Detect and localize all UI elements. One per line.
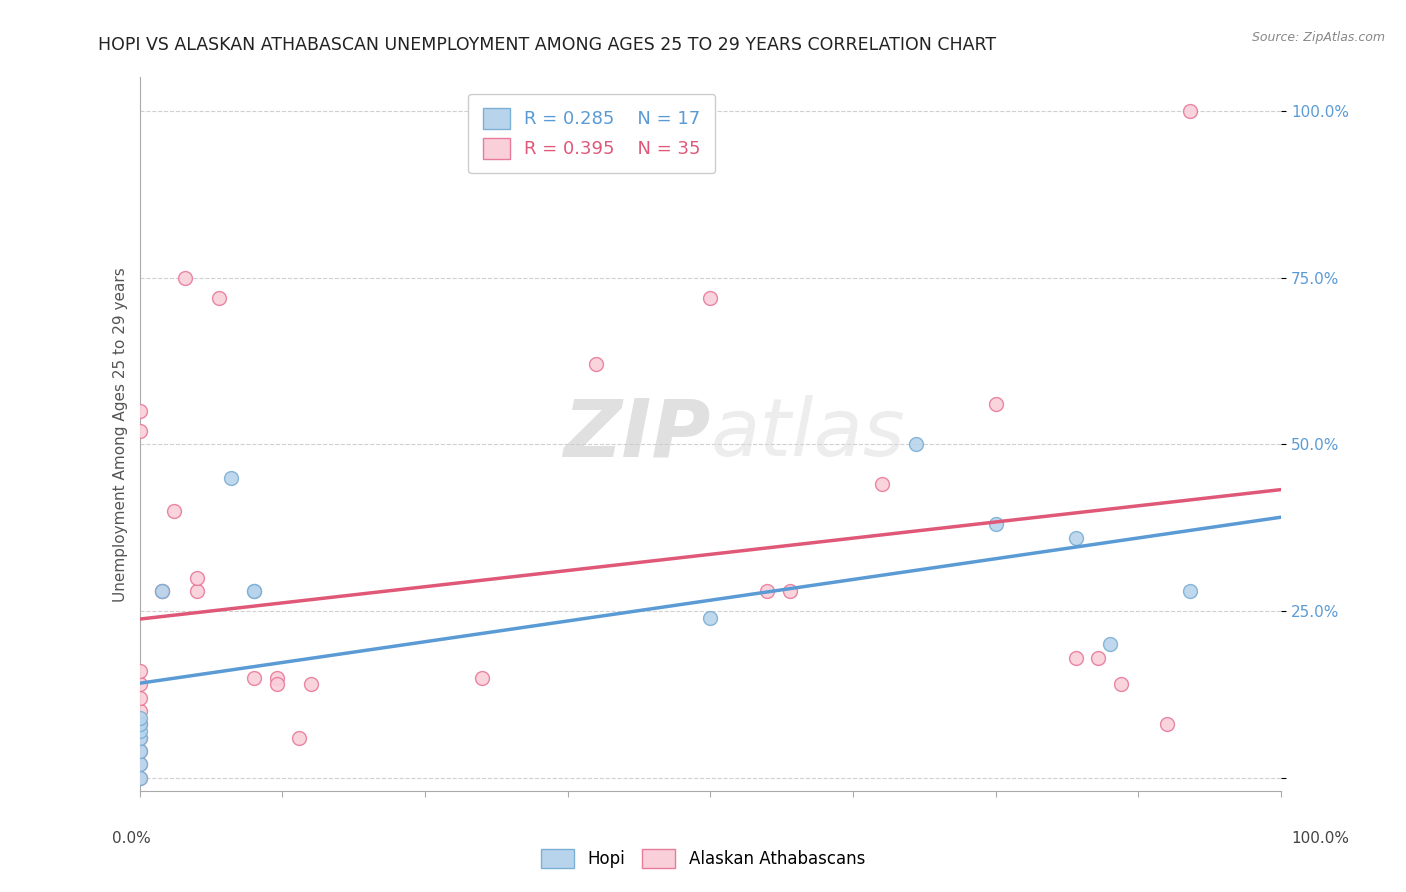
Point [186,584,208,599]
Point [1098,637,1121,651]
Point [1178,103,1201,118]
Point [128,744,150,758]
Point [128,711,150,725]
Point [242,671,264,685]
Point [128,704,150,718]
Point [128,724,150,739]
Point [870,477,893,491]
Point [128,404,150,418]
Point [585,357,607,371]
Y-axis label: Unemployment Among Ages 25 to 29 years: Unemployment Among Ages 25 to 29 years [114,267,128,602]
Point [128,424,150,438]
Point [219,470,242,484]
Point [128,744,150,758]
Point [242,584,264,599]
Point [128,690,150,705]
Point [128,664,150,678]
Point [266,671,288,685]
Point [984,397,1007,411]
Point [174,270,197,285]
Point [150,584,173,599]
Point [242,584,264,599]
Point [163,504,186,518]
Point [1156,717,1178,731]
Point [904,437,927,451]
Point [128,757,150,772]
Point [128,677,150,691]
Point [128,731,150,745]
Point [1087,650,1109,665]
Text: ZIP: ZIP [562,395,710,474]
Point [471,671,494,685]
Point [1064,650,1087,665]
Point [150,584,173,599]
Point [984,517,1007,532]
Text: 0.0%: 0.0% [112,831,152,846]
Text: atlas: atlas [710,395,905,474]
Point [128,771,150,785]
Point [128,771,150,785]
Legend: R = 0.285    N = 17, R = 0.395    N = 35: R = 0.285 N = 17, R = 0.395 N = 35 [468,94,716,173]
Point [299,677,322,691]
Point [699,291,721,305]
Point [128,731,150,745]
Legend: Hopi, Alaskan Athabascans: Hopi, Alaskan Athabascans [534,842,872,875]
Point [150,584,173,599]
Point [128,757,150,772]
Point [779,584,801,599]
Point [128,717,150,731]
Point [756,584,779,599]
Point [1178,584,1201,599]
Text: HOPI VS ALASKAN ATHABASCAN UNEMPLOYMENT AMONG AGES 25 TO 29 YEARS CORRELATION CH: HOPI VS ALASKAN ATHABASCAN UNEMPLOYMENT … [98,36,997,54]
Point [186,571,208,585]
Point [1109,677,1132,691]
Point [288,731,311,745]
Point [208,291,231,305]
Text: 100.0%: 100.0% [1292,831,1350,846]
Point [128,717,150,731]
Point [699,611,721,625]
Point [1064,531,1087,545]
Point [266,677,288,691]
Text: Source: ZipAtlas.com: Source: ZipAtlas.com [1251,31,1385,45]
